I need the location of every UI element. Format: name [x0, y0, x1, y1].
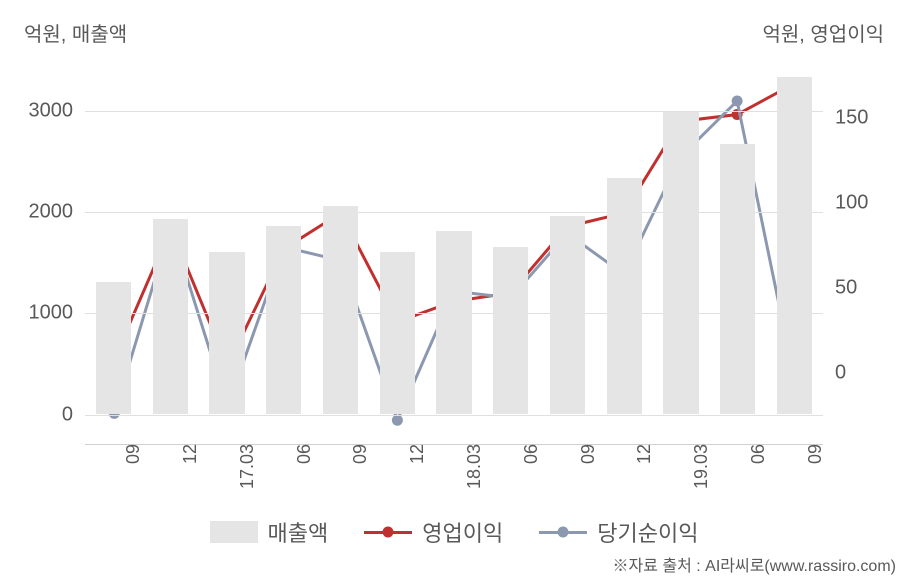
- bar-revenue: [777, 77, 812, 413]
- legend-dot: [558, 527, 569, 538]
- bar-revenue: [380, 252, 415, 414]
- legend-swatch-line: [539, 531, 587, 534]
- grid-line: [85, 415, 823, 416]
- bar-revenue: [550, 216, 585, 414]
- legend-item-op_profit: 영업이익: [364, 516, 503, 548]
- chart-container: 억원, 매출액 억원, 영업이익 01000200030000501001500…: [0, 0, 908, 580]
- bar-revenue: [96, 282, 131, 414]
- bar-revenue: [323, 206, 358, 414]
- legend-label: 당기순이익: [597, 516, 698, 548]
- right-axis-title: 억원, 영업이익: [762, 18, 884, 47]
- x-tick: 09: [578, 444, 599, 464]
- legend-item-net_income: 당기순이익: [539, 516, 698, 548]
- plot-area: 0100020003000050100150091217.0306091218.…: [85, 50, 823, 445]
- x-tick: 18.03: [464, 444, 485, 489]
- legend-swatch-line: [364, 531, 412, 534]
- x-tick: 17.03: [237, 444, 258, 489]
- x-tick: 09: [350, 444, 371, 464]
- marker-net_income: [392, 415, 403, 426]
- bar-revenue: [493, 247, 528, 414]
- footer-credit: ※자료 출처 : AI라씨로(www.rassiro.com): [612, 552, 896, 576]
- y-left-tick: 0: [62, 403, 73, 426]
- y-right-tick: 100: [835, 192, 868, 215]
- legend: 매출액 영업이익 당기순이익: [0, 516, 908, 548]
- x-tick: 09: [123, 444, 144, 464]
- bar-revenue: [607, 178, 642, 414]
- bar-revenue: [153, 219, 188, 413]
- legend-label: 영업이익: [422, 516, 503, 548]
- x-tick: 06: [521, 444, 542, 464]
- x-tick: 06: [294, 444, 315, 464]
- y-left-tick: 3000: [29, 99, 74, 122]
- bar-revenue: [266, 226, 301, 413]
- legend-label: 매출액: [268, 516, 329, 548]
- x-tick: 12: [180, 444, 201, 464]
- x-tick: 12: [407, 444, 428, 464]
- x-tick: 09: [805, 444, 826, 464]
- marker-net_income: [732, 95, 743, 106]
- bar-revenue: [720, 144, 755, 413]
- x-tick: 12: [634, 444, 655, 464]
- legend-swatch-bar: [210, 521, 258, 543]
- y-right-tick: 150: [835, 107, 868, 130]
- x-tick: 19.03: [691, 444, 712, 489]
- bar-revenue: [209, 252, 244, 414]
- y-left-tick: 1000: [29, 302, 74, 325]
- bar-revenue: [436, 231, 471, 413]
- left-axis-title: 억원, 매출액: [24, 18, 127, 47]
- grid-line: [85, 111, 823, 112]
- legend-item-revenue: 매출액: [210, 516, 329, 548]
- bar-revenue: [663, 112, 698, 414]
- y-right-tick: 50: [835, 277, 857, 300]
- grid-line: [85, 212, 823, 213]
- y-right-tick: 0: [835, 362, 846, 385]
- y-left-tick: 2000: [29, 201, 74, 224]
- legend-dot: [383, 527, 394, 538]
- x-tick: 06: [748, 444, 769, 464]
